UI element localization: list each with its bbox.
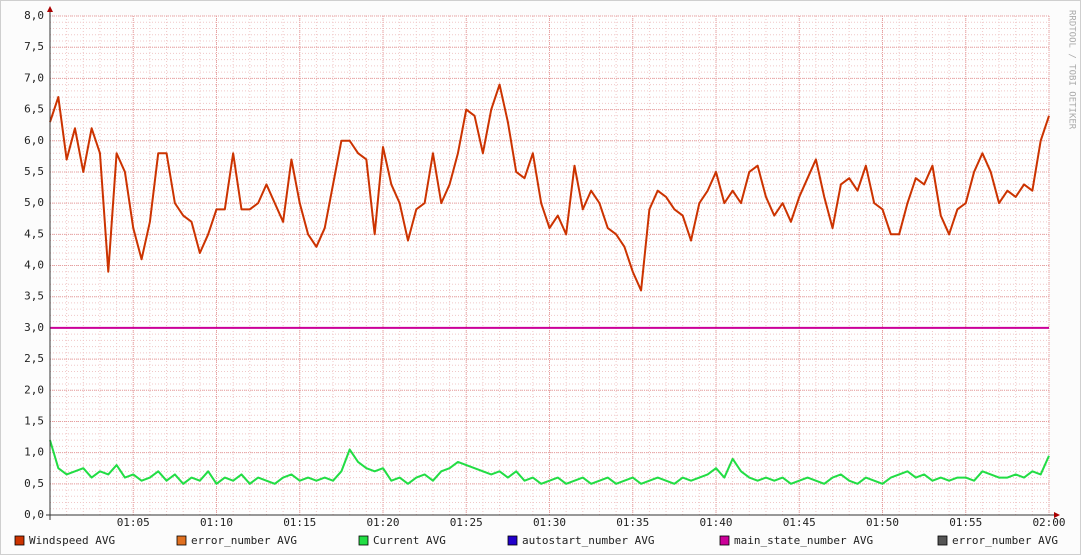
y-tick-label: 2,0 bbox=[24, 383, 44, 396]
legend-label: autostart_number AVG bbox=[522, 534, 654, 547]
x-tick-label: 01:45 bbox=[783, 516, 816, 529]
x-tick-label: 01:30 bbox=[533, 516, 566, 529]
legend-label: Current AVG bbox=[373, 534, 446, 547]
legend-label: main_state_number AVG bbox=[734, 534, 873, 547]
x-tick-label: 01:10 bbox=[200, 516, 233, 529]
y-arrow bbox=[47, 6, 53, 12]
y-tick-label: 4,0 bbox=[24, 259, 44, 272]
y-tick-label: 2,5 bbox=[24, 352, 44, 365]
y-tick-label: 1,5 bbox=[24, 414, 44, 427]
y-tick-label: 0,0 bbox=[24, 508, 44, 521]
y-tick-label: 3,0 bbox=[24, 321, 44, 334]
legend-label: Windspeed AVG bbox=[29, 534, 115, 547]
x-tick-label: 01:35 bbox=[616, 516, 649, 529]
legend-swatch bbox=[358, 535, 369, 546]
y-tick-label: 0,5 bbox=[24, 477, 44, 490]
series-line bbox=[49, 439, 1050, 485]
y-tick-label: 6,0 bbox=[24, 134, 44, 147]
y-tick-label: 8,0 bbox=[24, 9, 44, 22]
legend-label: error_number AVG bbox=[952, 534, 1058, 547]
y-tick-label: 4,5 bbox=[24, 227, 44, 240]
credit: RRDTOOL / TOBI OETIKER bbox=[1067, 10, 1077, 130]
legend-label: error_number AVG bbox=[191, 534, 297, 547]
x-tick-label: 01:25 bbox=[450, 516, 483, 529]
x-tick-label: 01:20 bbox=[366, 516, 399, 529]
legend-swatch bbox=[937, 535, 948, 546]
x-tick-label: 01:15 bbox=[283, 516, 316, 529]
y-tick-label: 1,0 bbox=[24, 446, 44, 459]
y-tick-label: 5,0 bbox=[24, 196, 44, 209]
y-tick-label: 7,5 bbox=[24, 40, 44, 53]
x-tick-label: 01:05 bbox=[117, 516, 150, 529]
legend-swatch bbox=[176, 535, 187, 546]
y-tick-label: 5,5 bbox=[24, 165, 44, 178]
grid bbox=[49, 15, 1050, 516]
legend-swatch bbox=[719, 535, 730, 546]
x-tick-label: 01:40 bbox=[699, 516, 732, 529]
x-tick-label: 02:00 bbox=[1032, 516, 1065, 529]
y-tick-label: 7,0 bbox=[24, 71, 44, 84]
legend-swatch bbox=[507, 535, 518, 546]
marks bbox=[49, 83, 1050, 485]
x-arrow bbox=[1054, 512, 1060, 518]
x-tick-label: 01:50 bbox=[866, 516, 899, 529]
legend-swatch bbox=[14, 535, 25, 546]
y-tick-label: 6,5 bbox=[24, 103, 44, 116]
x-tick-label: 01:55 bbox=[949, 516, 982, 529]
y-tick-label: 3,5 bbox=[24, 290, 44, 303]
series-line bbox=[49, 83, 1050, 292]
